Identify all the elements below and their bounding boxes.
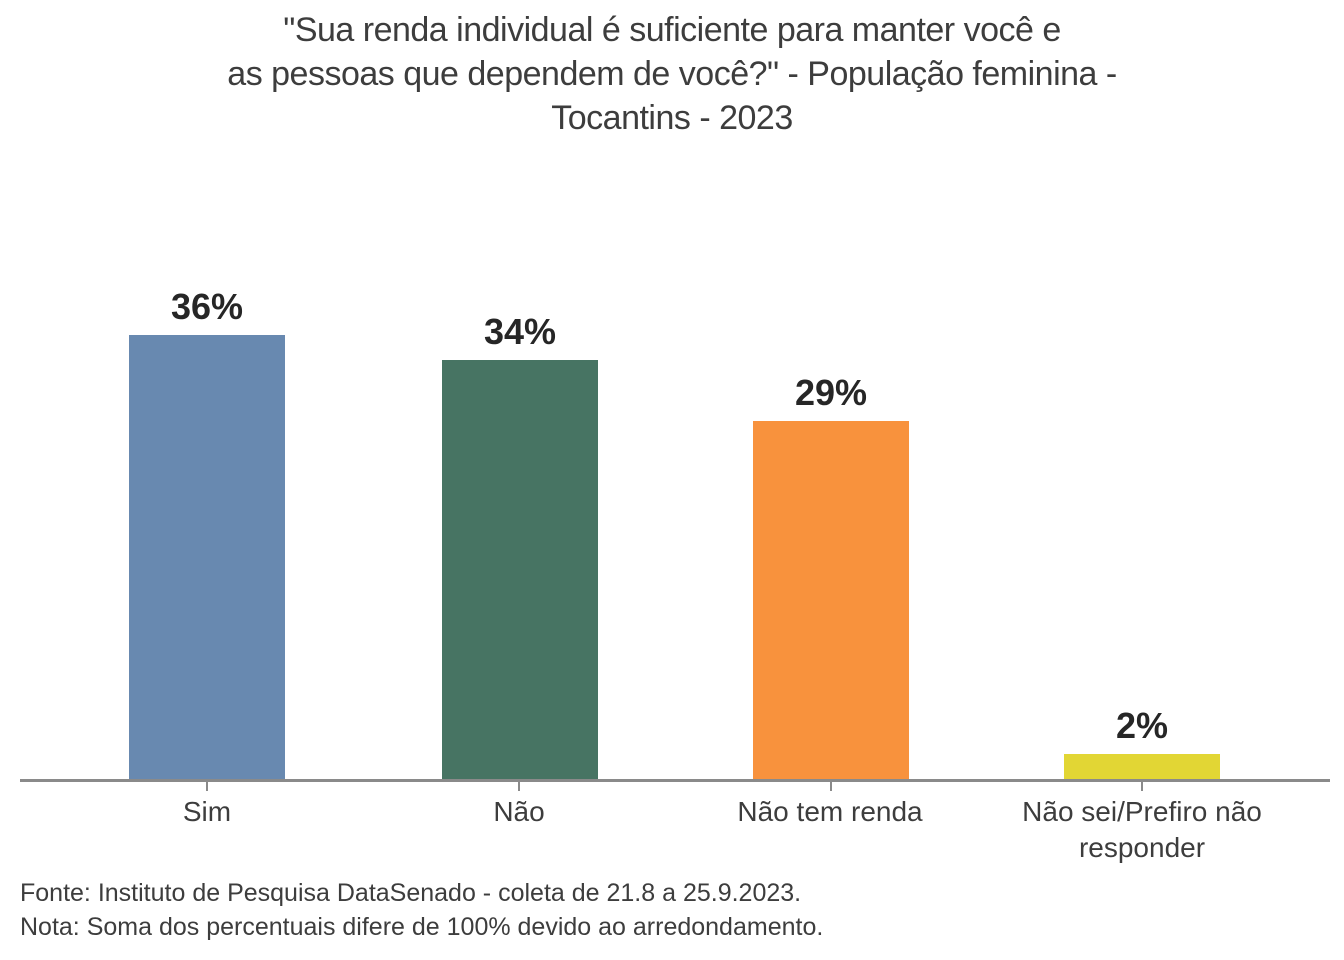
value-label-nao: 34% bbox=[483, 311, 557, 352]
value-label-sim: 36% bbox=[170, 286, 244, 327]
chart-footer: Fonte: Instituto de Pesquisa DataSenado … bbox=[20, 876, 823, 944]
value-label-nao-sei: 2% bbox=[1115, 705, 1169, 746]
bar-sim bbox=[129, 335, 285, 779]
bar-nao-tem-renda bbox=[753, 421, 909, 779]
bar-group-nao: 34% bbox=[442, 311, 598, 779]
category-label-nao-sei: Não sei/Prefiro não responder bbox=[1022, 796, 1262, 863]
bar-group-nao-sei: 2% bbox=[1064, 705, 1220, 779]
bar-nao-sei bbox=[1064, 754, 1220, 779]
axis-tick-nao-tem-renda bbox=[830, 782, 832, 791]
chart-title-line-2: as pessoas que dependem de você?" - Popu… bbox=[227, 55, 1117, 93]
x-axis-line bbox=[20, 779, 1330, 782]
chart-title-line-3: Tocantins - 2023 bbox=[551, 99, 793, 137]
bar-group-sim: 36% bbox=[129, 286, 285, 779]
category-label-sim: Sim bbox=[182, 796, 232, 827]
category-label-nao: Não bbox=[493, 796, 545, 827]
axis-tick-nao-sei bbox=[1141, 782, 1143, 791]
bar-group-nao-tem-renda: 29% bbox=[753, 372, 909, 779]
note-text: Nota: Soma dos percentuais difere de 100… bbox=[20, 913, 824, 941]
axis-tick-nao bbox=[518, 782, 520, 791]
axis-tick-sim bbox=[206, 782, 208, 791]
bar-nao bbox=[442, 360, 598, 779]
chart-title: "Sua renda individual é suficiente para … bbox=[0, 8, 1344, 140]
value-label-nao-tem-renda: 29% bbox=[794, 372, 868, 413]
source-text: Fonte: Instituto de Pesquisa DataSenado … bbox=[20, 879, 802, 907]
chart-title-line-1: "Sua renda individual é suficiente para … bbox=[283, 11, 1061, 49]
category-label-nao-tem-renda: Não tem renda bbox=[737, 796, 923, 827]
